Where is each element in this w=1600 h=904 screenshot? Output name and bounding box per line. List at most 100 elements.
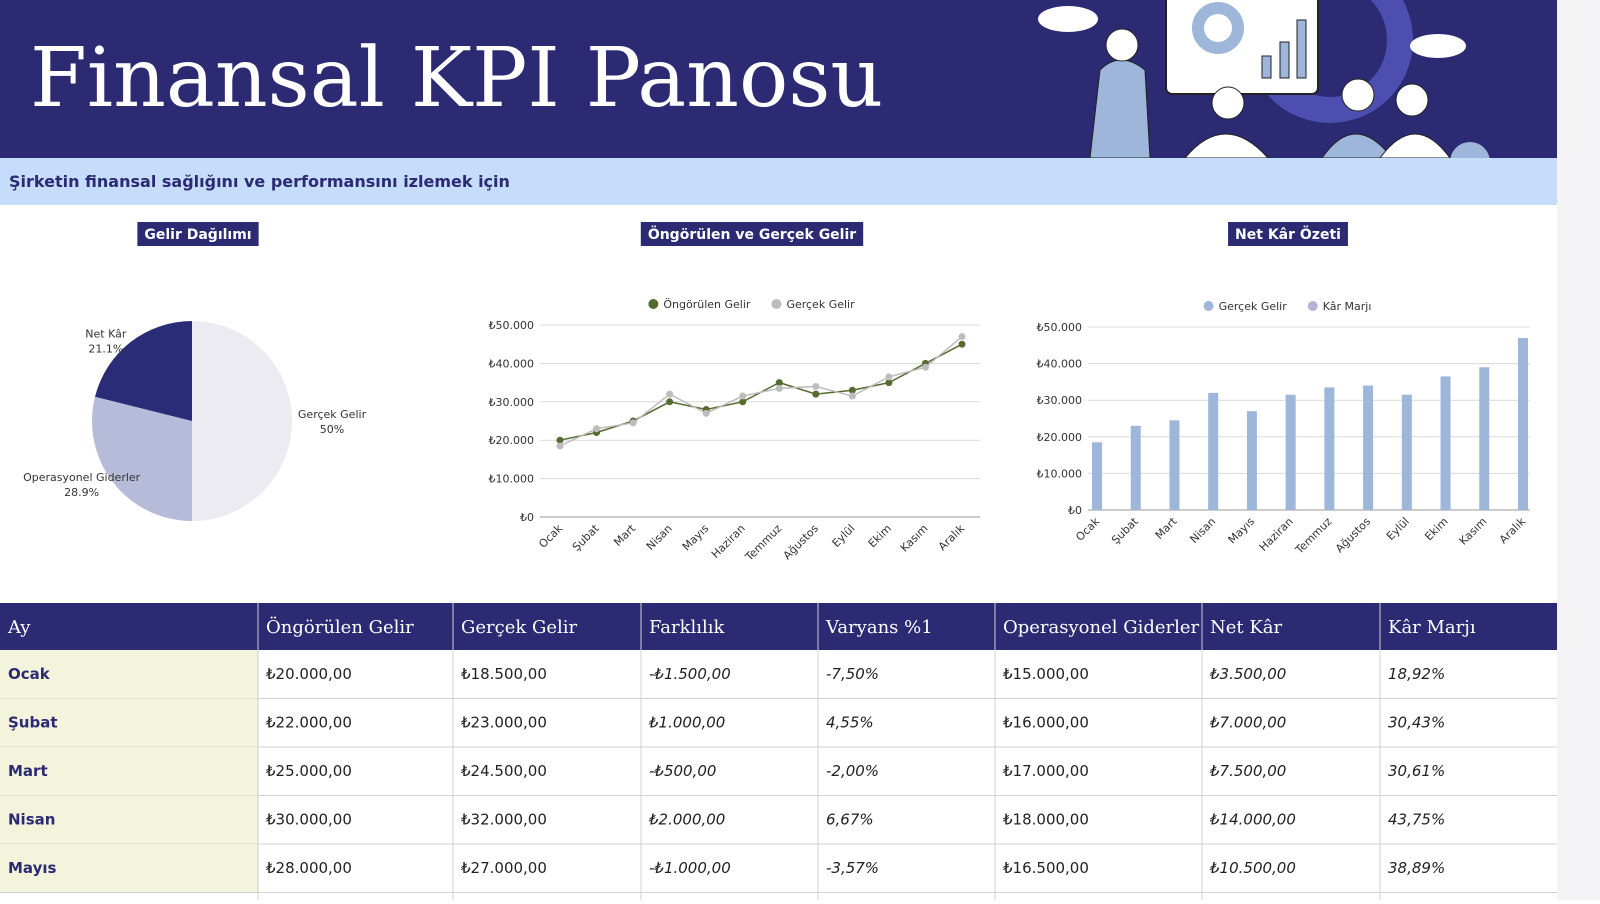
table-cell: ₺18.000,00 [1003,811,1089,829]
table-cell: -₺1.000,00 [649,859,731,877]
table-cell: 30,43% [1388,714,1445,732]
table-cell: 18,92% [1388,665,1445,683]
table-cell: ₺28.000,00 [266,859,352,877]
table-cell: ₺22.000,00 [266,714,352,732]
table-cell: ₺17.000,00 [1003,762,1089,780]
table-header-band [0,603,1557,650]
table-cell: ₺32.000,00 [461,811,547,829]
x-tick-label: Mayıs [1226,515,1258,547]
table-cell: ₺27.000,00 [461,859,547,877]
y-tick-label: ₺20.000 [1037,431,1083,444]
x-tick-label: Ağustos [781,522,821,562]
bar [1402,395,1412,510]
bar [1131,426,1141,510]
x-tick-label: Eylül [1384,515,1412,543]
x-tick-label: Aralık [1497,514,1529,546]
pie-label: Net Kâr [85,328,127,341]
x-tick-label: Haziran [1257,515,1296,554]
board-bar [1280,42,1289,78]
column-header: Farklılık [649,617,726,638]
series-marker [812,383,819,390]
series-marker [630,419,637,426]
pie-value-label: 21.1% [88,343,123,356]
bar [1363,386,1373,510]
table-cell: ₺18.500,00 [461,665,547,683]
x-tick-label: Eylül [830,522,858,550]
x-tick-label: Nisan [644,522,675,553]
chart-title: Gelir Dağılımı [144,227,251,243]
table-cell: -3,57% [826,859,879,877]
legend-marker [648,299,658,309]
table-cell: 43,75% [1388,811,1445,829]
legend-marker [1204,301,1214,311]
row-label: Mayıs [8,859,57,877]
x-tick-label: Aralık [936,521,968,553]
column-header: Net Kâr [1210,617,1283,638]
x-tick-label: Ekim [1422,515,1450,543]
table-cell: ₺7.000,00 [1209,714,1286,732]
table-cell: ₺24.500,00 [461,762,547,780]
series-marker [959,341,966,348]
series-marker [703,410,710,417]
table-cell: ₺14.000,00 [1209,811,1296,829]
table-cell: 38,89% [1388,859,1445,877]
table-cell: ₺10.500,00 [1209,859,1296,877]
row-label: Nisan [8,811,55,829]
legend-marker [771,299,781,309]
series-line [560,337,962,446]
y-tick-label: ₺30.000 [1037,394,1083,407]
series-marker [666,398,673,405]
person-head [1212,87,1244,119]
x-tick-label: Ekim [866,522,894,550]
table-cell: ₺25.000,00 [266,762,352,780]
x-tick-label: Temmuz [1292,515,1334,557]
series-marker [557,442,564,449]
table-cell: -₺1.500,00 [649,665,731,683]
column-header: Kâr Marjı [1388,617,1476,638]
table-cell: ₺30.000,00 [266,811,352,829]
bar [1247,411,1257,510]
x-tick-label: Mart [611,521,638,548]
row-label: Mart [8,762,48,780]
side-margin [1557,0,1600,900]
bar [1208,393,1218,510]
pie-slice [192,321,292,521]
series-marker [885,373,892,380]
legend-label: Gerçek Gelir [1219,300,1288,313]
bar [1092,442,1102,510]
chart-title: Net Kâr Özeti [1235,225,1341,243]
table-cell: -₺500,00 [649,762,716,780]
y-tick-label: ₺20.000 [489,434,535,447]
person [1090,60,1150,158]
y-tick-label: ₺40.000 [1037,358,1083,371]
x-tick-label: Ocak [1073,514,1102,543]
table-cell: ₺2.000,00 [648,811,725,829]
table-cell: ₺1.000,00 [648,714,725,732]
subtitle: Şirketin finansal sağlığını ve performan… [9,172,510,191]
x-tick-label: Mart [1153,514,1180,541]
board-bar [1297,20,1306,78]
table-cell: -2,00% [826,762,879,780]
bar [1518,338,1528,510]
table-cell: ₺16.000,00 [1003,714,1089,732]
series-marker [666,391,673,398]
row-label: Şubat [8,714,58,732]
x-tick-label: Şubat [570,521,602,553]
board-bar [1262,56,1271,78]
bar [1169,420,1179,510]
chart-title: Öngörülen ve Gerçek Gelir [648,225,856,243]
x-tick-label: Kasım [1457,515,1490,548]
y-tick-label: ₺10.000 [489,473,535,486]
legend-label: Öngörülen Gelir [663,298,751,311]
x-tick-label: Ocak [536,521,565,550]
bar [1441,376,1451,510]
column-header: Gerçek Gelir [461,617,578,638]
y-tick-label: ₺0 [520,511,534,524]
table-cell: ₺20.000,00 [266,665,352,683]
series-marker [593,425,600,432]
column-header: Öngörülen Gelir [266,615,414,638]
table-cell: -7,50% [826,665,879,683]
y-tick-label: ₺50.000 [489,319,535,332]
